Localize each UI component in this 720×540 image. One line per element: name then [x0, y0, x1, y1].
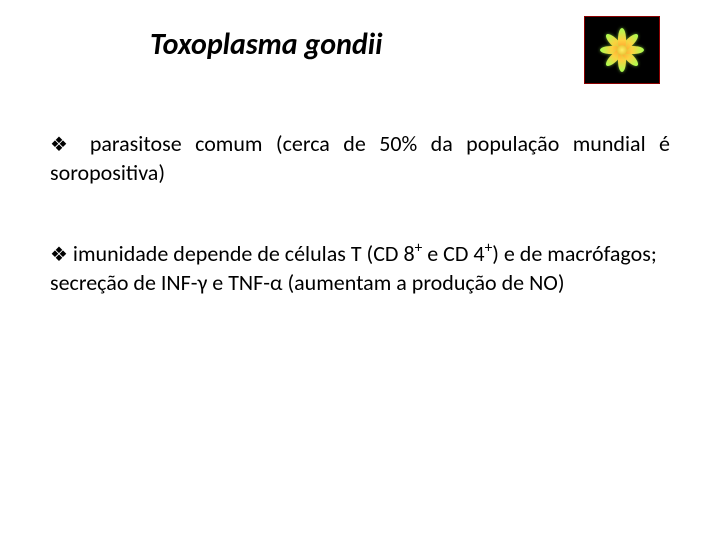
bullet-2-part4: e TNF- [207, 269, 270, 296]
bullet-2-part1: imunidade depende de células T (CD 8 [73, 240, 415, 267]
diamond-bullet-icon: ❖ [50, 133, 76, 157]
bullet-1-text: parasitose comum (cerca de 50% da popula… [50, 130, 670, 186]
bullet-2-part2: e CD 4 [422, 240, 484, 267]
alpha-symbol: α [270, 269, 282, 296]
bullet-1: ❖ parasitose comum (cerca de 50% da popu… [50, 130, 670, 187]
bullet-2: ❖ imunidade depende de células T (CD 8+ … [50, 240, 670, 297]
slide-title: Toxoplasma gondii [150, 26, 382, 63]
bullet-2-part5: (aumentam a produção de NO) [282, 269, 564, 296]
gamma-symbol: γ [197, 269, 207, 296]
title-row: Toxoplasma gondii [0, 12, 720, 82]
toxoplasma-microscopy-image [584, 16, 660, 84]
rosette-graphic [597, 25, 647, 75]
diamond-bullet-icon: ❖ [50, 243, 68, 267]
rosette-center [617, 45, 627, 55]
